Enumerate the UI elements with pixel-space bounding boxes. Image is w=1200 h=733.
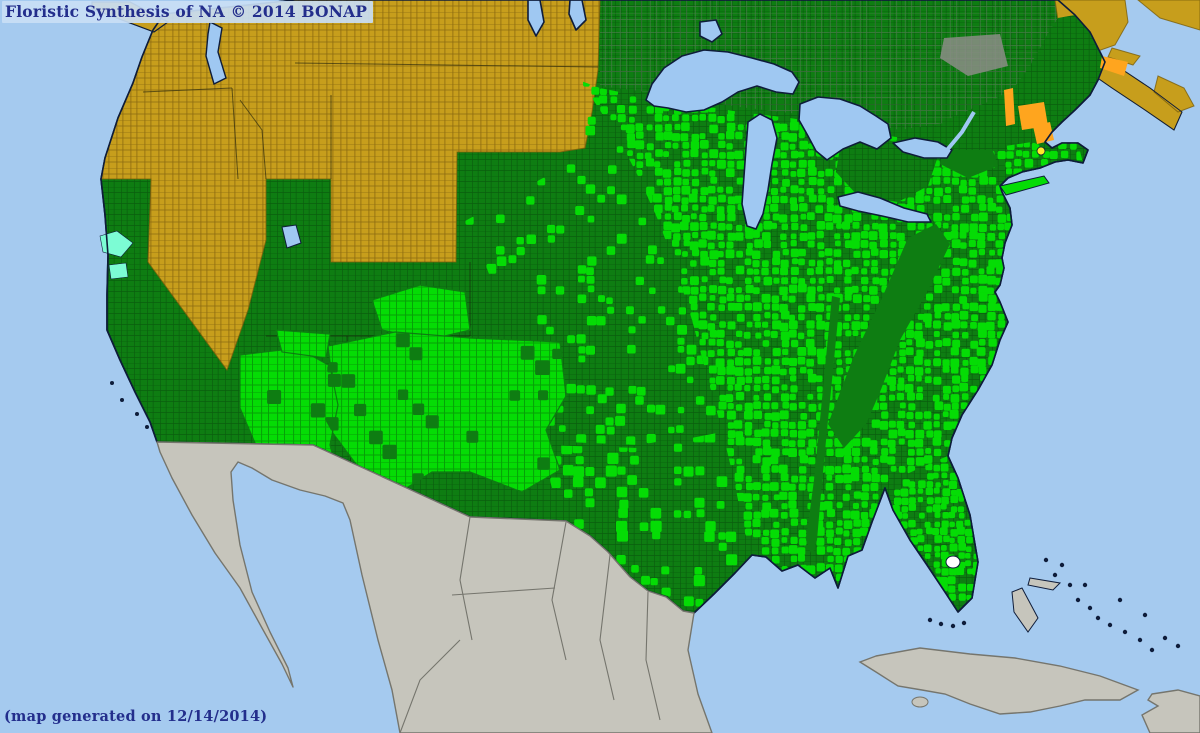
county-mosaic-florida: [892, 456, 978, 601]
quebec-gray-area: [940, 34, 1008, 76]
county-mosaic-plains: [465, 116, 716, 445]
dark-green-patches: [806, 15, 1105, 556]
bahamas: [1011, 587, 1039, 633]
aqua-county-marker-2: [108, 262, 129, 280]
hispaniola: [1141, 689, 1200, 733]
long-island: [999, 175, 1050, 196]
yellow-county-marker: [1036, 146, 1046, 156]
great-salt-lake: [281, 224, 302, 249]
region-olive-west: [91, 0, 1200, 372]
county-dark-holes-nm: [325, 333, 563, 485]
st-lawrence-river: [945, 110, 976, 152]
county-dark-holes-az: [267, 390, 326, 418]
county-mosaic-texas: [540, 432, 738, 607]
map-title: Floristic Synthesis of NA © 2014 BONAP: [2, 1, 374, 23]
lake-okeechobee: [945, 555, 961, 569]
puget-sound: [205, 20, 227, 86]
map-generated-caption: (map generated on 12/14/2014): [4, 708, 268, 725]
caribbean-islands: [110, 381, 1200, 733]
region-mexico: [156, 441, 713, 733]
coastline: [100, 0, 1106, 614]
great-lakes: [527, 0, 953, 230]
county-bright-west-masses: [239, 284, 567, 493]
orange-county-markers: [1004, 56, 1128, 144]
cuba: [858, 647, 1140, 715]
